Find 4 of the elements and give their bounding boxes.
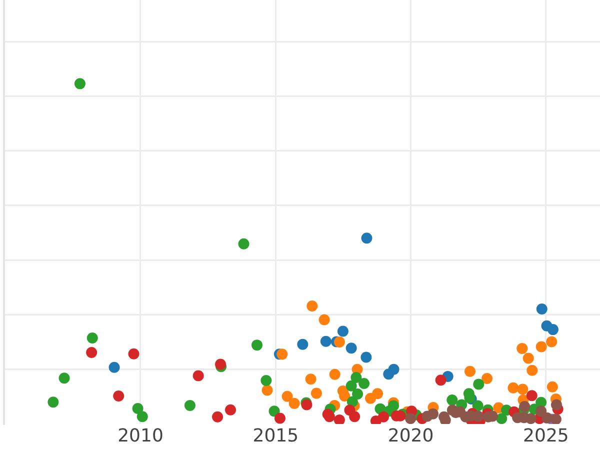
x-tick-label: 2010 (118, 426, 164, 447)
x-tick-label: 2015 (252, 426, 299, 447)
x-tick-label: 2020 (388, 426, 434, 447)
x-tick-label: 2025 (523, 426, 569, 447)
